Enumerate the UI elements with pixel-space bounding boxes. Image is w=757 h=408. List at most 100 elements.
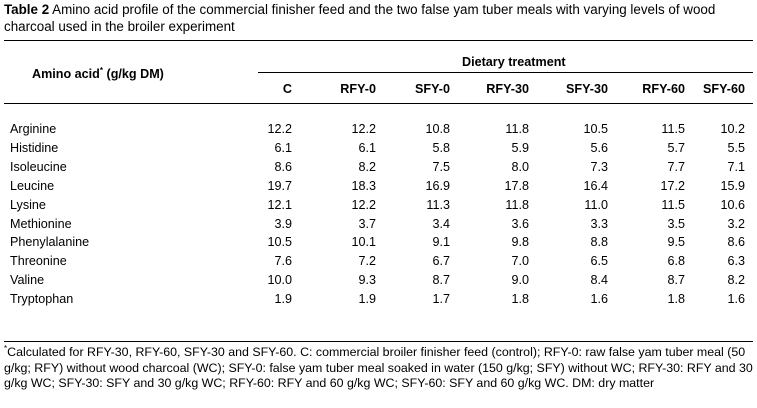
table-cell: 8.6: [274, 159, 292, 174]
table-cell: 5.5: [727, 140, 745, 155]
table-cell: 11.5: [661, 122, 685, 136]
column-header: SFY-0: [415, 82, 450, 96]
table-caption: Table 2 Amino acid profile of the commer…: [4, 1, 754, 35]
row-header-mark: *: [99, 65, 104, 75]
table-cell: 11.8: [505, 122, 529, 136]
table-cell: 11.3: [426, 197, 450, 212]
table-cell: 12.2: [351, 197, 376, 212]
row-label: Histidine: [10, 140, 59, 155]
table-cell: 1.6: [590, 292, 608, 307]
table-cell: 1.7: [432, 292, 450, 307]
table-cell: 8.6: [727, 235, 745, 250]
table-cell: 7.1: [727, 159, 745, 174]
table-cell: 6.8: [667, 254, 685, 269]
table-top-rule: [4, 40, 753, 41]
row-label: Phenylalanine: [10, 235, 90, 250]
table-cell: 12.2: [267, 122, 292, 136]
table-label: Table 2: [4, 2, 50, 17]
table-cell: 10.2: [720, 122, 745, 136]
table-cell: 7.7: [667, 159, 685, 174]
table-cell: 7.2: [358, 254, 376, 269]
table-cell: 7.3: [590, 159, 608, 174]
table-cell: 7.5: [432, 159, 450, 174]
table-cell: 6.7: [432, 254, 450, 269]
column-header: SFY-60: [703, 82, 745, 96]
table-cell: 9.3: [358, 273, 376, 288]
table-footnote: *Calculated for RFY-30, RFY-60, SFY-30 a…: [4, 343, 754, 392]
table-cell: 18.3: [351, 178, 376, 193]
column-header: RFY-60: [642, 82, 685, 96]
table-cell: 10.6: [720, 197, 745, 212]
table-cell: 6.1: [274, 140, 292, 155]
column-header: C: [282, 82, 292, 96]
row-label: Tryptophan: [10, 292, 74, 307]
table-cell: 5.6: [590, 140, 608, 155]
table-cell: 16.9: [425, 178, 450, 193]
table-cell: 7.6: [274, 254, 292, 269]
row-header-unit: (g/kg DM): [106, 67, 164, 81]
table-cell: 15.9: [720, 178, 745, 193]
table-cell: 8.2: [358, 159, 376, 174]
table-cell: 10.5: [583, 122, 608, 136]
footnote-text: Calculated for RFY-30, RFY-60, SFY-30 an…: [4, 345, 753, 390]
table-cell: 3.7: [358, 216, 376, 231]
table-cell: 1.9: [358, 292, 376, 307]
table-cell: 17.8: [504, 178, 529, 193]
row-label: Threonine: [10, 254, 67, 269]
table-cell: 6.3: [727, 254, 745, 269]
table-cell: 1.8: [667, 292, 685, 307]
table-cell: 6.1: [358, 140, 376, 155]
row-label: Isoleucine: [10, 159, 67, 174]
table-cell: 1.9: [274, 292, 292, 307]
group-header: Dietary treatment: [462, 55, 566, 69]
table-cell: 12.1: [267, 197, 292, 212]
table-cell: 3.2: [727, 216, 745, 231]
table-cell: 6.5: [590, 254, 608, 269]
table-cell: 5.7: [667, 140, 685, 155]
table-cell: 9.5: [667, 235, 685, 250]
table-cell: 3.9: [274, 216, 292, 231]
column-header: RFY-30: [486, 82, 529, 96]
footnote-mark: *: [4, 343, 8, 353]
row-header: Amino acid* (g/kg DM): [32, 65, 164, 82]
table-cell: 19.7: [267, 178, 292, 193]
table-cell: 7.0: [511, 254, 529, 269]
table-cell: 5.9: [511, 140, 529, 155]
group-header-rule: [258, 72, 753, 73]
table-cell: 11.8: [505, 197, 529, 212]
table-cell: 10.5: [267, 235, 292, 250]
table-caption-text: Amino acid profile of the commercial fin…: [4, 2, 716, 34]
table-cell: 1.6: [727, 292, 745, 307]
table-cell: 1.8: [511, 292, 529, 307]
table-cell: 8.2: [727, 273, 745, 288]
table-cell: 10.8: [425, 122, 450, 136]
header-bottom-rule: [4, 103, 753, 104]
row-label: Valine: [10, 273, 45, 288]
table-cell: 3.4: [432, 216, 450, 231]
table-cell: 16.4: [583, 178, 608, 193]
table-cell: 9.8: [511, 235, 529, 250]
table-cell: 9.0: [511, 273, 529, 288]
row-label: Methionine: [10, 216, 72, 231]
table-cell: 3.6: [511, 216, 529, 231]
table-cell: 8.4: [590, 273, 608, 288]
row-label: Arginine: [10, 122, 57, 136]
table-cell: 17.2: [660, 178, 685, 193]
table-cell: 8.8: [590, 235, 608, 250]
table-cell: 11.5: [661, 197, 685, 212]
table-cell: 5.8: [432, 140, 450, 155]
table-cell: 9.1: [432, 235, 450, 250]
table-cell: 11.0: [584, 197, 608, 212]
table-cell: 8.0: [511, 159, 529, 174]
table-bottom-rule: [4, 341, 753, 342]
table-cell: 8.7: [432, 273, 450, 288]
row-header-name: Amino acid: [32, 67, 100, 81]
table-cell: 8.7: [667, 273, 685, 288]
table-cell: 10.0: [267, 273, 292, 288]
table-cell: 10.1: [351, 235, 376, 250]
column-header: SFY-30: [566, 82, 608, 96]
table-cell: 3.5: [667, 216, 685, 231]
table-cell: 12.2: [351, 122, 376, 136]
row-label: Leucine: [10, 178, 55, 193]
table-cell: 3.3: [590, 216, 608, 231]
